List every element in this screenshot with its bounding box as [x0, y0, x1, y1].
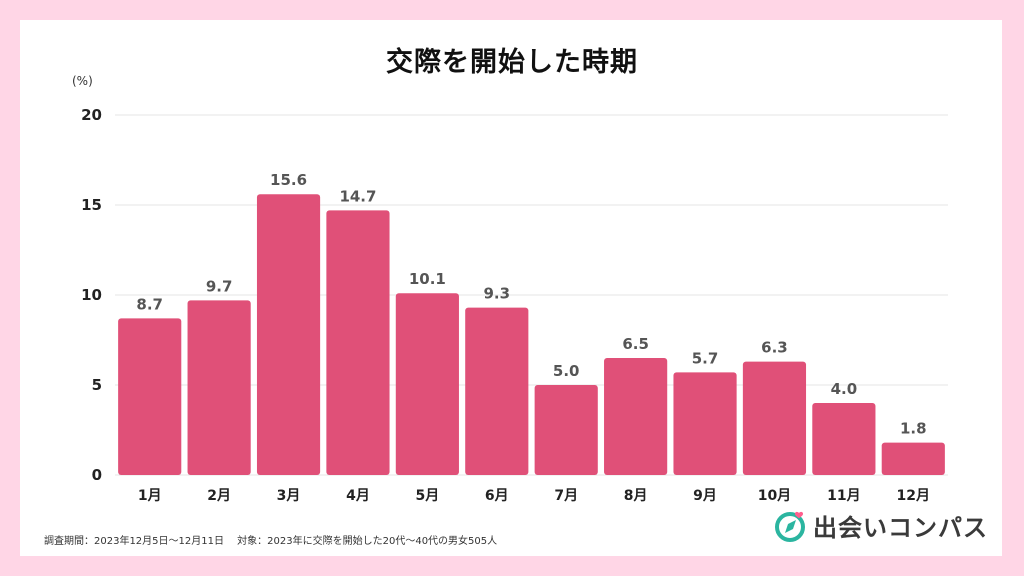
- x-tick-label: 8月: [624, 488, 648, 504]
- data-label: 1.8: [900, 420, 927, 438]
- data-label: 4.0: [831, 380, 858, 398]
- data-label: 9.3: [484, 285, 511, 303]
- bar: [881, 442, 945, 475]
- x-tick-label: 7月: [554, 488, 578, 504]
- y-tick-label: 20: [81, 106, 102, 124]
- bar: [742, 361, 807, 475]
- x-tick-label: 4月: [346, 488, 370, 504]
- x-tick-label: 2月: [207, 488, 231, 504]
- heart-icon: [794, 511, 804, 518]
- y-tick-label: 0: [92, 466, 102, 484]
- data-label: 14.7: [339, 187, 376, 205]
- y-tick-label: 5: [92, 376, 102, 394]
- x-tick-label: 3月: [277, 488, 301, 504]
- x-tick-label: 5月: [416, 488, 440, 504]
- bar: [465, 307, 529, 475]
- bar: [673, 372, 737, 475]
- y-tick-label: 15: [81, 196, 102, 214]
- data-label: 15.6: [270, 171, 307, 189]
- x-tick-label: 10月: [758, 488, 791, 504]
- data-label: 8.7: [136, 295, 163, 313]
- bar: [604, 358, 668, 475]
- chart-title: 交際を開始した時期: [386, 47, 638, 78]
- bar: [256, 194, 321, 475]
- x-tick-label: 12月: [897, 488, 930, 504]
- data-label: 5.7: [692, 349, 719, 367]
- bar: [118, 318, 182, 475]
- bar: [326, 210, 390, 475]
- data-label: 6.5: [622, 335, 649, 353]
- data-label: 10.1: [409, 270, 446, 288]
- x-tick-label: 9月: [693, 488, 717, 504]
- data-label: 9.7: [206, 277, 233, 295]
- x-tick-label: 6月: [485, 488, 509, 504]
- bar: [187, 300, 251, 475]
- data-label: 6.3: [761, 339, 788, 357]
- brand-name: 出会いコンパス: [813, 514, 988, 542]
- data-label: 5.0: [553, 362, 580, 380]
- y-unit-label: (%): [72, 74, 93, 88]
- y-tick-label: 10: [81, 286, 102, 304]
- survey-note: 調査期間：2023年12月5日〜12月11日 対象：2023年に交際を開始した2…: [44, 536, 498, 547]
- bar: [534, 385, 598, 475]
- compass-icon: [775, 511, 805, 542]
- x-tick-label: 11月: [827, 488, 860, 504]
- bar: [395, 293, 459, 475]
- brand-logo: 出会いコンパス: [773, 508, 988, 543]
- x-tick-label: 1月: [138, 488, 162, 504]
- bar: [812, 403, 876, 475]
